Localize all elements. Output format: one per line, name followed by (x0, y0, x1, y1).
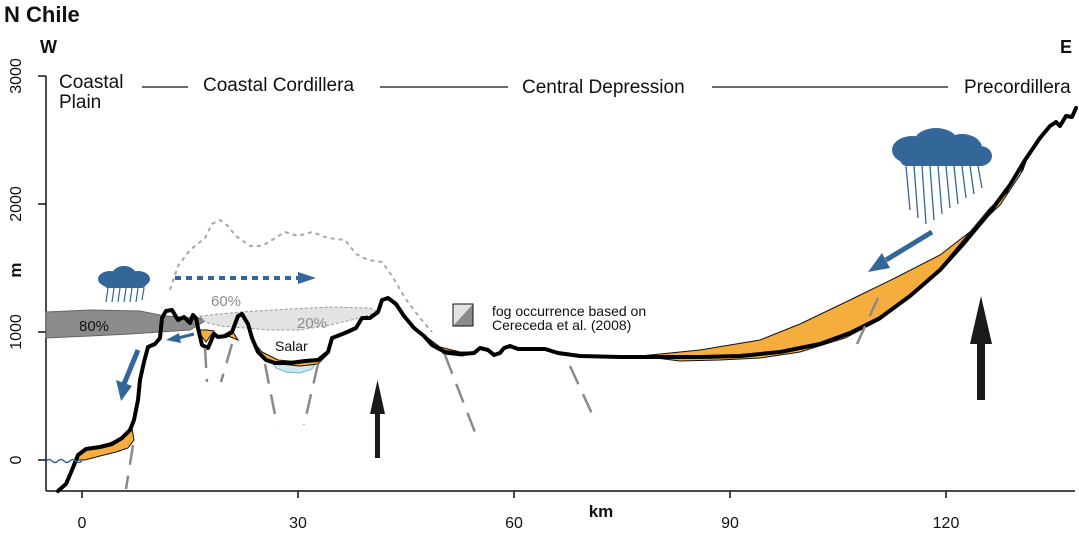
x-tick-label: 90 (721, 515, 739, 532)
uplift-arrow-icon (970, 296, 992, 400)
fog-label-20: 20% (297, 315, 327, 332)
x-tick-label: 60 (505, 515, 523, 532)
y-tick-label: 2000 (8, 186, 25, 222)
y-tick-label: 0 (8, 455, 25, 464)
x-tick-label: 30 (289, 515, 307, 532)
flow-arrow-icon (177, 332, 195, 340)
y-axis-label: m (6, 262, 25, 277)
rain-cloud-icon (892, 128, 992, 225)
region-precordillera: Precordillera (964, 77, 1071, 98)
rain-cloud-icon (98, 266, 150, 303)
salar-label: Salar (275, 338, 308, 354)
flow-arrow-icon (884, 229, 934, 263)
x-tick-label: 120 (933, 515, 960, 532)
y-axis: 0 1000 2000 3000 m (6, 58, 47, 491)
fog-label-60: 60% (211, 293, 241, 310)
flow-arrow-icon (121, 349, 141, 385)
region-coastal-plain-line2: Plain (59, 92, 101, 113)
legend-text-line1: fog occurrence based on (492, 303, 646, 319)
fog-envelope-dotted (169, 218, 433, 333)
region-coastal-cordillera: Coastal Cordillera (203, 75, 354, 96)
fog-band-light (199, 306, 380, 331)
figure-title: N Chile (4, 2, 80, 27)
flow-arrow-icon (298, 272, 316, 284)
x-tick-label: 0 (78, 515, 87, 532)
fault-lines (124, 297, 880, 490)
x-axis-label: km (589, 502, 614, 521)
region-labels: Coastal Plain Coastal Cordillera Central… (59, 72, 1071, 113)
east-label: E (1060, 37, 1072, 57)
flow-arrows (116, 229, 934, 401)
region-central-depression: Central Depression (522, 77, 685, 98)
flow-arrow-icon (116, 380, 132, 401)
y-tick-label: 3000 (8, 58, 25, 94)
terrain-profile (56, 106, 1078, 493)
fog-band-dark (45, 309, 206, 339)
uplift-arrow-icon (370, 380, 385, 458)
legend-text-line2: Cereceda et al. (2008) (492, 317, 631, 333)
region-coastal-plain-line1: Coastal (59, 72, 123, 93)
y-tick-label: 1000 (8, 314, 25, 350)
fog-label-80: 80% (79, 318, 109, 335)
flow-arrow-icon (166, 333, 181, 343)
sea-level-wave (45, 458, 83, 464)
fog-legend: fog occurrence based on Cereceda et al. … (452, 303, 646, 333)
flow-arrow-icon (868, 253, 890, 272)
west-label: W (40, 37, 57, 57)
x-axis: 0 30 60 90 120 km (46, 490, 1075, 532)
